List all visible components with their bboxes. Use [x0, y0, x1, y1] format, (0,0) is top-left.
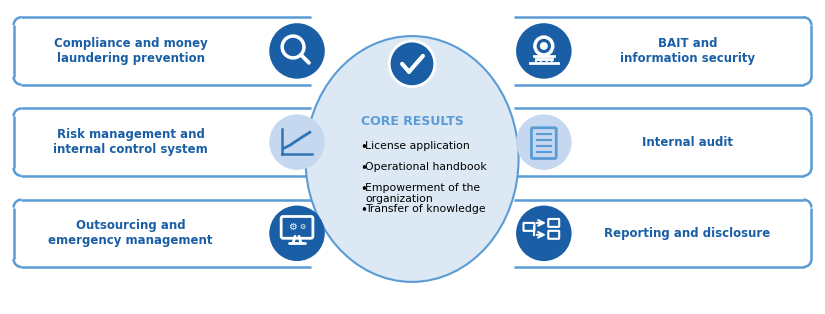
Text: Empowerment of the
organization: Empowerment of the organization: [365, 183, 480, 204]
Text: ⚙: ⚙: [299, 225, 305, 230]
Circle shape: [550, 60, 553, 62]
Text: Risk management and
internal control system: Risk management and internal control sys…: [53, 128, 208, 156]
Text: •: •: [361, 162, 367, 175]
Text: ⚙: ⚙: [288, 222, 296, 232]
Text: •: •: [361, 141, 367, 154]
Circle shape: [535, 60, 537, 62]
Circle shape: [540, 42, 548, 50]
Circle shape: [540, 60, 542, 62]
Text: •: •: [361, 183, 367, 196]
Circle shape: [516, 23, 572, 79]
Ellipse shape: [305, 36, 519, 282]
Text: BAIT and
information security: BAIT and information security: [620, 37, 755, 65]
Circle shape: [545, 60, 548, 62]
Text: Reporting and disclosure: Reporting and disclosure: [605, 227, 771, 240]
Circle shape: [269, 206, 325, 261]
Circle shape: [516, 206, 572, 261]
Text: Internal audit: Internal audit: [642, 136, 733, 149]
Text: Outsourcing and
emergency management: Outsourcing and emergency management: [49, 219, 213, 247]
Circle shape: [269, 23, 325, 79]
Text: Transfer of knowledge: Transfer of knowledge: [365, 203, 486, 214]
Circle shape: [269, 114, 325, 170]
Circle shape: [516, 114, 572, 170]
Text: CORE RESULTS: CORE RESULTS: [361, 115, 464, 128]
Text: Operational handbook: Operational handbook: [365, 162, 488, 172]
Text: License application: License application: [365, 141, 470, 151]
Circle shape: [389, 41, 435, 87]
Text: Compliance and money
laundering prevention: Compliance and money laundering preventi…: [54, 37, 207, 65]
Text: •: •: [361, 203, 367, 217]
